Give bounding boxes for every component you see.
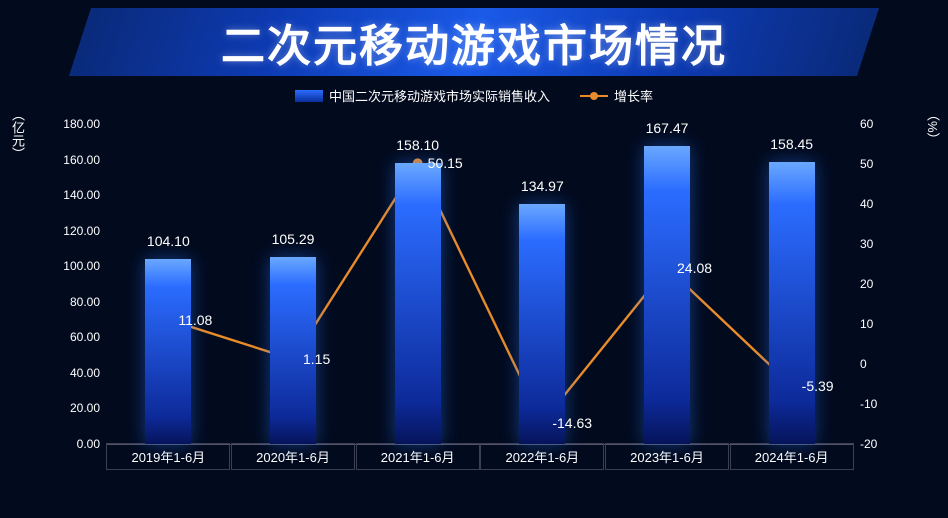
line-value-label: 11.08 — [178, 312, 212, 328]
x-category: 2023年1-6月 — [605, 443, 729, 470]
growth-line — [168, 163, 791, 422]
chart-title: 二次元移动游戏市场情况 — [221, 10, 727, 74]
y-right-tick: 60 — [860, 117, 873, 131]
line-value-label: -5.39 — [802, 378, 834, 394]
legend-item-line: 增长率 — [580, 86, 653, 105]
y-right-tick: 50 — [860, 157, 873, 171]
y-left-tick: 180.00 — [63, 117, 100, 131]
x-category: 2024年1-6月 — [730, 443, 854, 470]
y-right-tick: -10 — [860, 397, 877, 411]
y-left-tick: 160.00 — [63, 153, 100, 167]
legend-line-label: 增长率 — [614, 86, 653, 105]
bar-value-label: 105.29 — [272, 231, 315, 247]
bar-value-label: 104.10 — [147, 233, 190, 249]
y-left-tick: 120.00 — [63, 224, 100, 238]
line-value-label: 50.15 — [428, 155, 463, 171]
line-value-label: 24.08 — [677, 260, 712, 276]
x-category: 2021年1-6月 — [356, 443, 480, 470]
legend: 中国二次元移动游戏市场实际销售收入 增长率 — [0, 86, 948, 105]
legend-item-bar: 中国二次元移动游戏市场实际销售收入 — [295, 86, 550, 105]
y-left-tick: 100.00 — [63, 259, 100, 273]
y-left-unit: （亿元） — [8, 108, 27, 160]
y-right-tick: 40 — [860, 197, 873, 211]
y-right-tick: 20 — [860, 277, 873, 291]
y-left-tick: 80.00 — [70, 295, 100, 309]
legend-bar-label: 中国二次元移动游戏市场实际销售收入 — [329, 86, 550, 105]
x-category: 2020年1-6月 — [231, 443, 355, 470]
y-left-tick: 20.00 — [70, 401, 100, 415]
line-value-label: 1.15 — [303, 351, 330, 367]
bar — [145, 259, 191, 444]
x-category: 2019年1-6月 — [106, 443, 230, 470]
y-right-tick: 30 — [860, 237, 873, 251]
bar-swatch-icon — [295, 90, 323, 102]
y-left-tick: 0.00 — [77, 437, 100, 451]
bar-value-label: 158.10 — [396, 137, 439, 153]
bar-value-label: 158.45 — [770, 136, 813, 152]
y-right-tick: 0 — [860, 357, 867, 371]
line-layer — [106, 124, 854, 444]
plot: 0.0020.0040.0060.0080.00100.00120.00140.… — [106, 124, 854, 444]
x-category: 2022年1-6月 — [480, 443, 604, 470]
line-value-label: -14.63 — [552, 415, 592, 431]
y-left-tick: 40.00 — [70, 366, 100, 380]
bar-value-label: 134.97 — [521, 178, 564, 194]
bar — [519, 204, 565, 444]
y-right-unit: （%） — [923, 108, 942, 146]
chart-area: 0.00 20.00 40.00 60.00 80.00 100.00 120.00 140.… — [60, 110, 890, 480]
bar-value-label: 167.47 — [646, 120, 689, 136]
y-right-tick: -20 — [860, 437, 877, 451]
line-swatch-icon — [580, 95, 608, 97]
y-left-tick: 60.00 — [70, 330, 100, 344]
bar — [644, 146, 690, 444]
bar — [395, 163, 441, 444]
bar — [769, 162, 815, 444]
title-banner: 二次元移动游戏市场情况 — [69, 8, 879, 76]
y-right-tick: 10 — [860, 317, 873, 331]
y-left-tick: 140.00 — [63, 188, 100, 202]
